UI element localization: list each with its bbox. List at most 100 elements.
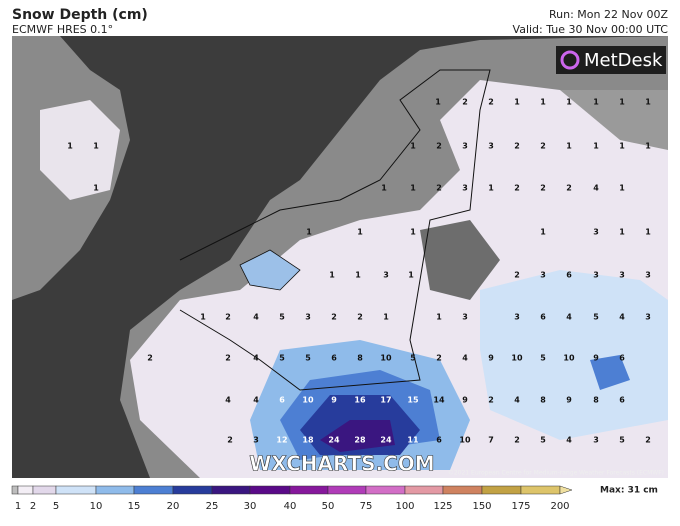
map-value: 3 [514,313,520,322]
map-value: 2 [514,142,520,151]
map-value: 10 [563,354,575,363]
map-value: 2 [488,98,494,107]
map-value: 8 [593,396,599,405]
legend-tick-label: 150 [472,501,491,512]
map-value: 1 [540,228,546,237]
map-value: 6 [619,396,625,405]
map-value: 2 [227,436,233,445]
map-value: 2 [514,271,520,280]
map-value: 1 [410,184,416,193]
logo-icon [560,50,580,70]
map-value: 2 [147,354,153,363]
map-value: 8 [357,354,363,363]
map-value: 3 [462,142,468,151]
map-value: 6 [566,271,572,280]
legend-swatch [404,485,444,495]
legend-tick-label: 10 [90,501,103,512]
map-value: 2 [645,436,651,445]
legend-tick-label: 1 [15,501,21,512]
copyright: ©2021 European Centre for Medium-range W… [448,470,664,477]
map-value: 16 [354,396,366,405]
valid-time: Valid: Tue 30 Nov 00:00 UTC [513,23,669,36]
map-value: 4 [593,184,599,193]
map-value: 2 [225,354,231,363]
run-time: Run: Mon 22 Nov 00Z [549,8,668,21]
map-value: 1 [566,98,572,107]
legend-max: Max: 31 cm [600,486,658,496]
map-value: 10 [459,436,471,445]
map-value: 10 [302,396,314,405]
map-value: 2 [540,184,546,193]
map-value: 5 [410,354,416,363]
map-value: 1 [566,142,572,151]
map-value: 3 [619,271,625,280]
legend-tick-label: 75 [360,501,373,512]
map-value: 1 [645,98,651,107]
map-value: 9 [593,354,599,363]
legend-tick-label: 50 [322,501,335,512]
map-value: 5 [540,354,546,363]
map-value: 3 [488,142,494,151]
map-value: 1 [93,184,99,193]
map-value: 1 [619,142,625,151]
map-value: 6 [436,436,442,445]
map-value: 4 [225,396,231,405]
legend-swatch [11,485,19,495]
legend-arrow [559,485,573,495]
map-value: 2 [514,184,520,193]
map-value: 3 [540,271,546,280]
map-value: 4 [566,436,572,445]
map-value: 9 [566,396,572,405]
map-value: 10 [380,354,392,363]
legend-swatch [520,485,561,495]
legend-swatch [365,485,406,495]
legend-swatch [32,485,57,495]
map-value: 1 [540,98,546,107]
map-value: 3 [593,228,599,237]
legend-tick-label: 2 [30,501,36,512]
map-value: 1 [436,313,442,322]
map-value: 3 [593,271,599,280]
map-value: 1 [67,142,73,151]
map-value: 1 [593,98,599,107]
title: Snow Depth (cm) [12,7,148,23]
map-value: 4 [619,313,625,322]
map-value: 2 [540,142,546,151]
map-value: 3 [305,313,311,322]
legend-tick-label: 20 [167,501,180,512]
map-value: 4 [462,354,468,363]
map-value: 6 [331,354,337,363]
map-value: 3 [462,313,468,322]
map-value: 9 [488,354,494,363]
legend-tick-label: 200 [550,501,569,512]
map-value: 5 [279,313,285,322]
map-value: 2 [514,436,520,445]
map-value: 4 [253,396,259,405]
map-value: 18 [302,436,314,445]
map-value: 5 [540,436,546,445]
map-value: 2 [488,396,494,405]
map-value: 8 [540,396,546,405]
subtitle: ECMWF HRES 0.1° [12,23,113,36]
map-value: 9 [462,396,468,405]
map-value: 4 [566,313,572,322]
map-value: 2 [225,313,231,322]
legend-swatch [172,485,213,495]
map-value: 3 [645,271,651,280]
legend-tick-label: 125 [433,501,452,512]
map-value: 2 [357,313,363,322]
map-value: 1 [645,142,651,151]
map-value: 24 [380,436,392,445]
map-value: 2 [462,98,468,107]
map-value: 1 [435,98,441,107]
map-value: 3 [593,436,599,445]
map-value: 6 [540,313,546,322]
map-value: 1 [645,228,651,237]
legend-swatch [211,485,251,495]
legend-tick-label: 100 [395,501,414,512]
map-value: 1 [514,98,520,107]
legend-tick-label: 30 [244,501,257,512]
legend-swatch [442,485,483,495]
map-value: 17 [380,396,391,405]
